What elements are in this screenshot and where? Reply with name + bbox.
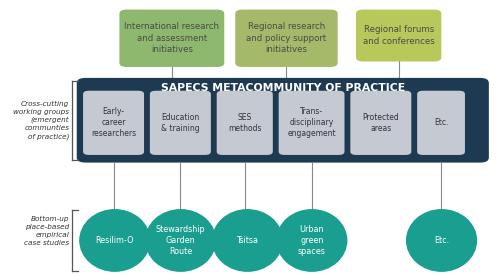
Ellipse shape — [212, 209, 283, 272]
FancyBboxPatch shape — [76, 78, 489, 163]
FancyBboxPatch shape — [350, 91, 412, 155]
Ellipse shape — [79, 209, 150, 272]
Ellipse shape — [145, 209, 216, 272]
FancyBboxPatch shape — [83, 91, 144, 155]
Text: Protected
areas: Protected areas — [362, 113, 399, 133]
Text: Urban
green
spaces: Urban green spaces — [298, 225, 326, 256]
Text: Regional forums
and conferences: Regional forums and conferences — [363, 25, 434, 46]
Text: Tsitsa: Tsitsa — [236, 236, 258, 245]
Text: Regional research
and policy support
initiatives: Regional research and policy support ini… — [246, 22, 326, 54]
FancyBboxPatch shape — [235, 10, 338, 67]
Text: Early-
career
researchers: Early- career researchers — [91, 107, 136, 139]
Text: Etc.: Etc. — [434, 118, 448, 127]
Text: Etc.: Etc. — [434, 236, 449, 245]
FancyBboxPatch shape — [120, 10, 224, 67]
Text: Education
& training: Education & training — [161, 113, 200, 133]
Text: Stewardship
Garden
Route: Stewardship Garden Route — [156, 225, 206, 256]
FancyBboxPatch shape — [356, 10, 442, 62]
Text: Resilim-O: Resilim-O — [96, 236, 134, 245]
FancyBboxPatch shape — [216, 91, 273, 155]
Ellipse shape — [276, 209, 347, 272]
Text: Cross-cutting
working groups
(emergent
communties
of practice): Cross-cutting working groups (emergent c… — [14, 100, 70, 140]
FancyBboxPatch shape — [417, 91, 465, 155]
Ellipse shape — [406, 209, 477, 272]
Text: SAPECS METACOMMUNITY OF PRACTICE: SAPECS METACOMMUNITY OF PRACTICE — [160, 83, 405, 93]
FancyBboxPatch shape — [150, 91, 211, 155]
Text: Trans-
disciplinary
engagement: Trans- disciplinary engagement — [288, 107, 336, 139]
Text: SES
methods: SES methods — [228, 113, 262, 133]
Text: Bottom-up
place-based
empirical
case studies: Bottom-up place-based empirical case stu… — [24, 216, 70, 246]
FancyBboxPatch shape — [278, 91, 344, 155]
Text: International research
and assessment
initiatives: International research and assessment in… — [124, 22, 220, 54]
